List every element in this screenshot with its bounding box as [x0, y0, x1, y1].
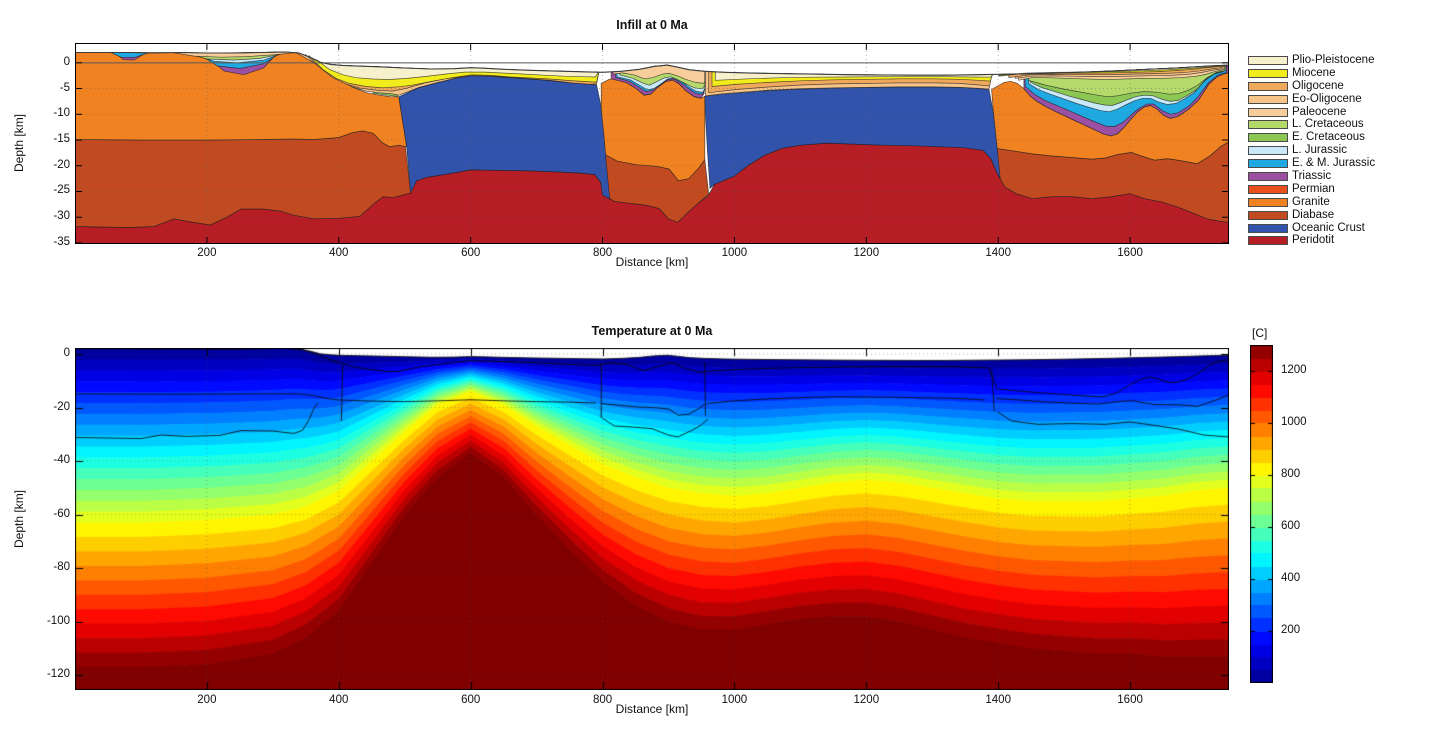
- legend-item: Diabase: [1248, 209, 1375, 222]
- legend-item: Oceanic Crust: [1248, 222, 1375, 235]
- legend-item: Eo-Oligocene: [1248, 93, 1375, 106]
- tick-label: -15: [53, 133, 70, 146]
- infill-cross-section-plot: [75, 43, 1229, 244]
- tick-label: 1200: [853, 694, 880, 706]
- tick-label: 800: [592, 694, 613, 706]
- legend-item: Granite: [1248, 196, 1375, 209]
- tick-label: -80: [53, 561, 70, 574]
- legend-label: L. Jurassic: [1292, 144, 1347, 157]
- legend-label: Triassic: [1292, 169, 1332, 182]
- tick-label: -30: [53, 210, 70, 223]
- legend-swatch-permian: [1248, 184, 1288, 194]
- tick-label: -60: [53, 507, 70, 520]
- infill-title: Infill at 0 Ma: [616, 18, 688, 32]
- tick-label: 400: [329, 694, 349, 706]
- tick-label: 800: [1281, 467, 1301, 480]
- legend-label: Plio-Pleistocene: [1292, 53, 1375, 66]
- legend-label: Peridotit: [1292, 234, 1335, 247]
- tick-label: 600: [1281, 519, 1301, 532]
- tick-label: 400: [329, 247, 349, 259]
- tick-label: 1400: [985, 694, 1011, 706]
- legend-label: Permian: [1292, 182, 1335, 195]
- tick-label: 600: [461, 694, 481, 706]
- legend-item: E. Cretaceous: [1248, 131, 1375, 144]
- tick-label: 400: [1281, 571, 1301, 584]
- legend-swatch-eo_oligocene: [1248, 94, 1288, 104]
- tick-label: 0: [63, 347, 70, 360]
- legend-item: Triassic: [1248, 170, 1375, 183]
- temperature-ylabel: Depth [km]: [12, 489, 26, 549]
- legend-swatch-diabase: [1248, 210, 1288, 220]
- legend-item: L. Cretaceous: [1248, 118, 1375, 131]
- legend-label: Oceanic Crust: [1292, 221, 1365, 234]
- legend-item: Permian: [1248, 183, 1375, 196]
- legend: Plio-Pleistocene Miocene Oligocene Eo-Oligo…: [1248, 54, 1375, 247]
- legend-label: Paleocene: [1292, 105, 1347, 118]
- tick-label: -120: [46, 668, 70, 681]
- legend-label: E. Cretaceous: [1292, 131, 1365, 144]
- legend-swatch-em_jurassic: [1248, 159, 1288, 169]
- legend-swatch-triassic: [1248, 171, 1288, 181]
- tick-label: 0: [63, 55, 70, 68]
- tick-label: -20: [53, 400, 70, 413]
- tick-label: 1000: [721, 694, 748, 706]
- tick-label: -10: [53, 107, 70, 120]
- temperature-xlabel: Distance [km]: [615, 702, 689, 716]
- legend-swatch-e_cretaceous: [1248, 133, 1288, 143]
- legend-label: L. Cretaceous: [1292, 118, 1364, 131]
- tick-label: 600: [461, 247, 481, 259]
- temperature-title: Temperature at 0 Ma: [591, 324, 713, 338]
- legend-label: Eo-Oligocene: [1292, 92, 1362, 105]
- legend-item: Oligocene: [1248, 80, 1375, 93]
- legend-item: Plio-Pleistocene: [1248, 54, 1375, 67]
- tick-label: 1600: [1117, 694, 1143, 706]
- legend-swatch-l_jurassic: [1248, 146, 1288, 156]
- legend-swatch-peridotit: [1248, 236, 1288, 246]
- tick-label: -35: [53, 235, 70, 248]
- tick-label: 1000: [1281, 415, 1307, 428]
- tick-label: 1000: [721, 247, 748, 259]
- legend-item: Miocene: [1248, 67, 1375, 80]
- tick-label: 1200: [853, 247, 880, 259]
- tick-label: 200: [197, 694, 217, 706]
- legend-label: Oligocene: [1292, 79, 1344, 92]
- tick-label: -25: [53, 184, 70, 197]
- infill-xlabel: Distance [km]: [615, 255, 689, 269]
- tick-label: 1600: [1117, 247, 1143, 259]
- legend-swatch-granite: [1248, 197, 1288, 207]
- infill-ylabel: Depth [km]: [12, 113, 26, 173]
- tick-label: 800: [592, 247, 613, 259]
- legend-swatch-oligocene: [1248, 81, 1288, 91]
- legend-label: Miocene: [1292, 66, 1336, 79]
- legend-swatch-oceanic_crust: [1248, 223, 1288, 233]
- colorbar-title: [C]: [1252, 326, 1268, 340]
- legend-label: Granite: [1292, 195, 1330, 208]
- legend-item: L. Jurassic: [1248, 144, 1375, 157]
- colorbar: [1250, 345, 1273, 683]
- legend-swatch-paleocene: [1248, 107, 1288, 117]
- legend-item: Paleocene: [1248, 106, 1375, 119]
- tick-label: 200: [1281, 623, 1301, 636]
- legend-swatch-plio_pleistocene: [1248, 55, 1288, 65]
- temperature-field-plot: [75, 348, 1229, 690]
- tick-label: 200: [197, 247, 217, 259]
- legend-item: Peridotit: [1248, 234, 1375, 247]
- tick-label: -20: [53, 158, 70, 171]
- tick-label: 1200: [1281, 363, 1307, 376]
- tick-label: -100: [46, 614, 70, 627]
- legend-swatch-miocene: [1248, 68, 1288, 78]
- legend-swatch-l_cretaceous: [1248, 120, 1288, 130]
- legend-item: E. & M. Jurassic: [1248, 157, 1375, 170]
- legend-label: E. & M. Jurassic: [1292, 157, 1376, 170]
- legend-label: Diabase: [1292, 208, 1335, 221]
- tick-label: -5: [59, 81, 70, 94]
- tick-label: -40: [53, 454, 70, 467]
- tick-label: 1400: [985, 247, 1011, 259]
